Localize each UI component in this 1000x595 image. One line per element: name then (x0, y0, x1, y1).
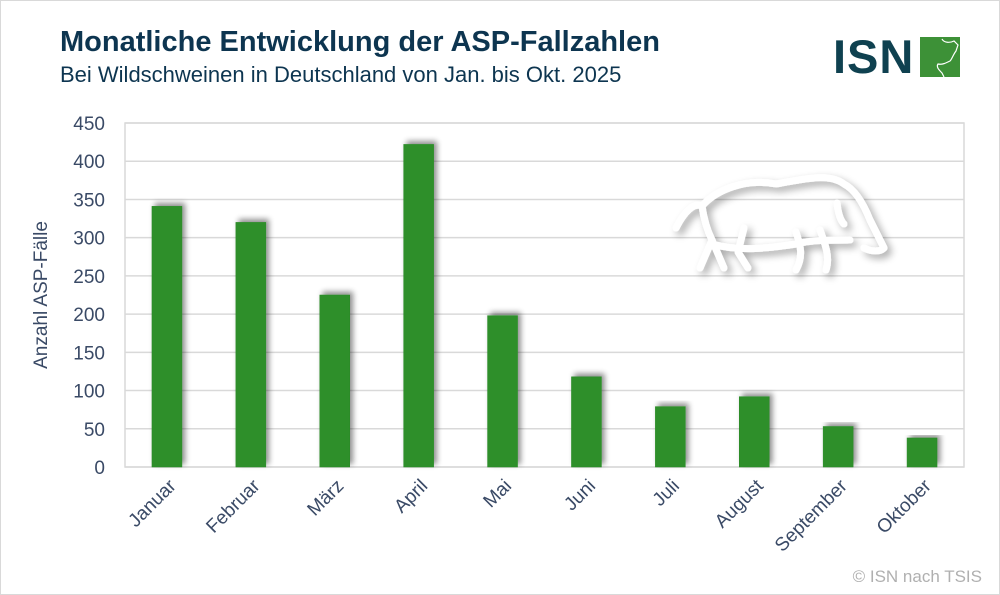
bar-februar (235, 222, 267, 468)
bar-juni (571, 376, 602, 468)
chart-subtitle: Bei Wildschweinen in Deutschland von Jan… (60, 62, 622, 87)
x-tick-label: Januar (125, 475, 181, 531)
bar-juli (655, 406, 686, 468)
bar-mai (487, 315, 518, 468)
y-tick-label: 100 (73, 382, 105, 403)
copyright-note: © ISN nach TSIS (852, 567, 982, 586)
y-tick-label: 350 (73, 190, 105, 211)
y-tick-label: 250 (73, 267, 105, 288)
bar-oktober (906, 437, 938, 468)
bar-märz (319, 294, 350, 468)
x-tick-label: September (771, 475, 852, 556)
bar-april (403, 144, 434, 468)
x-tick-label: August (711, 475, 768, 532)
wild-boar-icon (672, 174, 888, 274)
chart-title: Monatliche Entwicklung der ASP-Fallzahle… (60, 26, 660, 58)
isn-logo: ISN (833, 30, 961, 83)
x-tick-label: Oktober (873, 475, 936, 538)
bar-september (822, 426, 854, 468)
y-axis-label: Anzahl ASP-Fälle (31, 221, 52, 369)
y-tick-label: 150 (73, 343, 105, 364)
logo-text: ISN (833, 30, 915, 83)
bar-januar (151, 206, 183, 468)
x-tick-label: Mai (480, 476, 517, 513)
y-tick-label: 200 (73, 305, 105, 326)
y-tick-label: 0 (94, 458, 105, 479)
y-tick-label: 400 (73, 152, 105, 173)
y-tick-label: 450 (73, 114, 105, 135)
x-tick-label: April (390, 476, 432, 518)
x-tick-label: Juli (649, 476, 684, 511)
x-tick-label: Juni (560, 476, 599, 515)
x-tick-label: Februar (202, 475, 264, 537)
y-tick-label: 300 (73, 229, 105, 250)
logo-pig-icon (920, 37, 961, 77)
bar-august (739, 396, 770, 468)
x-tick-label: März (304, 476, 349, 521)
y-tick-label: 50 (84, 420, 105, 441)
